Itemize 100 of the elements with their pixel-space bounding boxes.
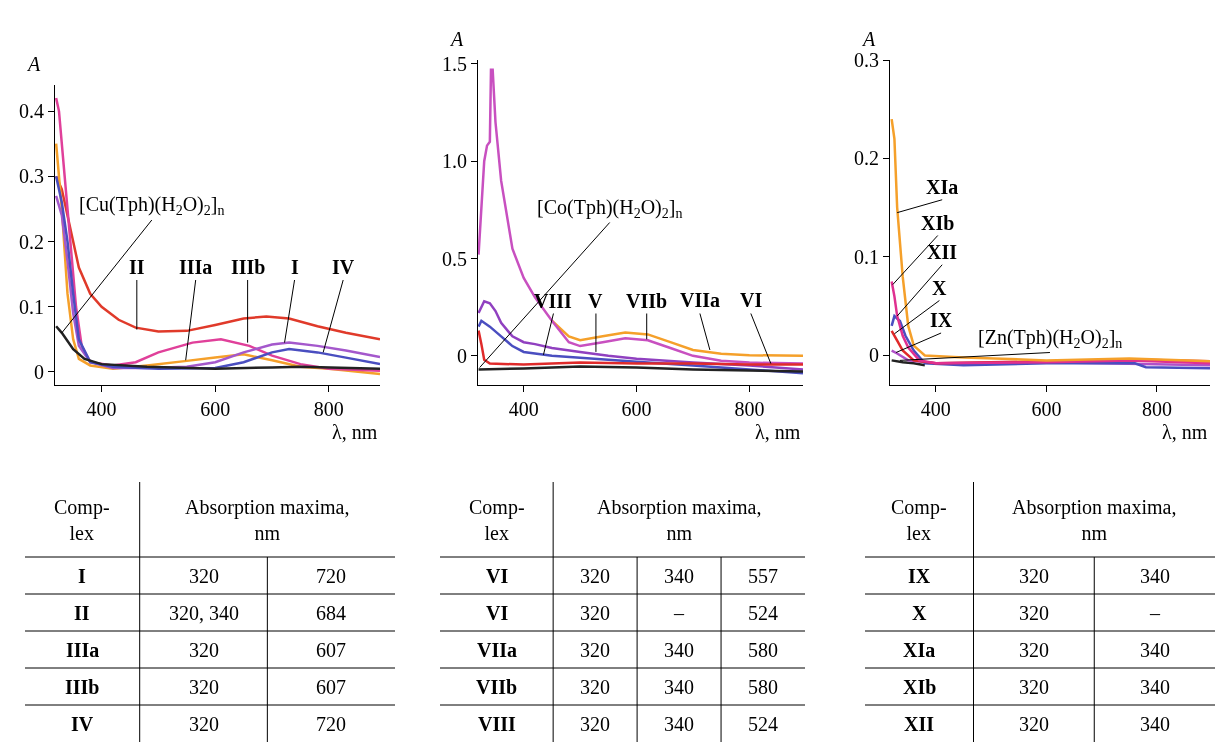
text: – [674,602,684,624]
annotation: [Zn(Tph)(H$_{2}$O)$_{2}$]$_{n}$ [978,326,1123,352]
text: VIIa [477,639,518,661]
line-series [478,68,803,365]
x-tick-label: 800 [1141,398,1172,421]
annotation: IV [332,256,355,278]
text: 320 [1019,713,1049,735]
text: 320 [580,676,610,698]
x-tick-label: 600 [200,398,231,421]
text: 320 [1019,639,1049,661]
text: 320 [189,713,219,735]
text: 524 [748,602,778,624]
text: 580 [748,639,778,661]
annotation: [Co(Tph)(H$_{2}$O)$_{2}$]$_{n}$ [537,196,683,222]
text: 684 [316,602,346,624]
text: 607 [316,639,346,661]
annotation: [Cu(Tph)(H$_{2}$O)$_{2}$]$_{n}$ [79,193,225,219]
text: 524 [748,713,778,735]
line-series [55,325,380,370]
annotation: IX [930,309,953,331]
annotation: IIIa [179,256,213,278]
text: VI [486,565,509,587]
y-tick-label: 0 [456,344,467,367]
x-tick-label: 600 [1031,398,1062,421]
text: 340 [664,639,694,661]
x-axis-title: λ, nm [755,421,801,443]
y-tick-label: 0.5 [441,247,467,270]
text: 580 [748,676,778,698]
y-tick-label: 0.4 [18,100,44,123]
y-tick-label: 0.2 [18,230,44,253]
y-tick-label: 0.1 [853,245,879,268]
y-tick-label: 0.3 [853,49,879,71]
line-series [890,280,1210,365]
y-axis-title: A [861,28,876,50]
annotation: X [932,277,947,299]
text: XIb [903,676,937,698]
y-tick-label: 0.3 [18,165,44,188]
annotation: VIIa [680,289,721,311]
text: I [78,565,86,587]
category-label: Comp- lex [54,496,110,544]
text: IIIa [66,639,100,661]
x-tick-label: 800 [313,398,344,421]
annotation: II [129,256,145,278]
annotation: VIIb [626,290,668,312]
category-label: Comp- lex [469,496,525,544]
text: 340 [1140,676,1170,698]
text: 340 [1140,713,1170,735]
text: 720 [316,565,346,587]
text: 607 [316,676,346,698]
x-tick-label: 600 [621,398,652,421]
text: 320 [1019,676,1049,698]
line-series [478,329,803,366]
y-tick-label: 0 [33,360,44,383]
line-series [890,117,1210,363]
text: 320 [189,676,219,698]
text: 320 [189,565,219,587]
annotation: IIIb [231,256,266,278]
text: 340 [1140,639,1170,661]
y-tick-label: 0.1 [18,295,44,318]
text: – [1150,602,1160,624]
y-axis-title: A [449,28,464,50]
text: 320 [580,713,610,735]
text: XIa [903,639,936,661]
x-axis-title: λ, nm [1162,421,1208,443]
x-tick-label: 400 [508,398,539,421]
y-axis-title: A [26,53,41,75]
text: X [912,602,927,624]
text: VIIb [476,676,518,698]
text: 340 [664,713,694,735]
annotation: XII [927,241,958,263]
text: II [74,602,90,624]
annotation: I [291,256,299,278]
text: 340 [664,565,694,587]
text: IX [908,565,931,587]
category-label: Absorption maxima, nm [1012,496,1177,544]
x-tick-label: 400 [86,398,117,421]
text: IIIb [65,676,100,698]
text: XII [904,713,935,735]
y-tick-label: 0.2 [853,147,879,170]
text: 320 [1019,602,1049,624]
text: 720 [316,713,346,735]
annotation: VI [740,289,763,311]
annotation: XIb [921,212,955,234]
x-tick-label: 800 [734,398,765,421]
y-tick-label: 0 [868,344,879,367]
text: 340 [664,676,694,698]
category-label: Comp- lex [891,496,947,544]
text: VIII [478,713,516,735]
text: 340 [1140,565,1170,587]
text: 320, 340 [169,602,239,624]
text: 320 [580,565,610,587]
text: 320 [189,639,219,661]
category-label: Absorption maxima, nm [185,496,350,544]
y-tick-label: 1.5 [441,52,467,75]
text: 320 [580,602,610,624]
text: 320 [580,639,610,661]
text: 557 [748,565,778,587]
annotation: XIa [926,176,959,198]
x-tick-label: 400 [920,398,951,421]
text: VI [486,602,509,624]
